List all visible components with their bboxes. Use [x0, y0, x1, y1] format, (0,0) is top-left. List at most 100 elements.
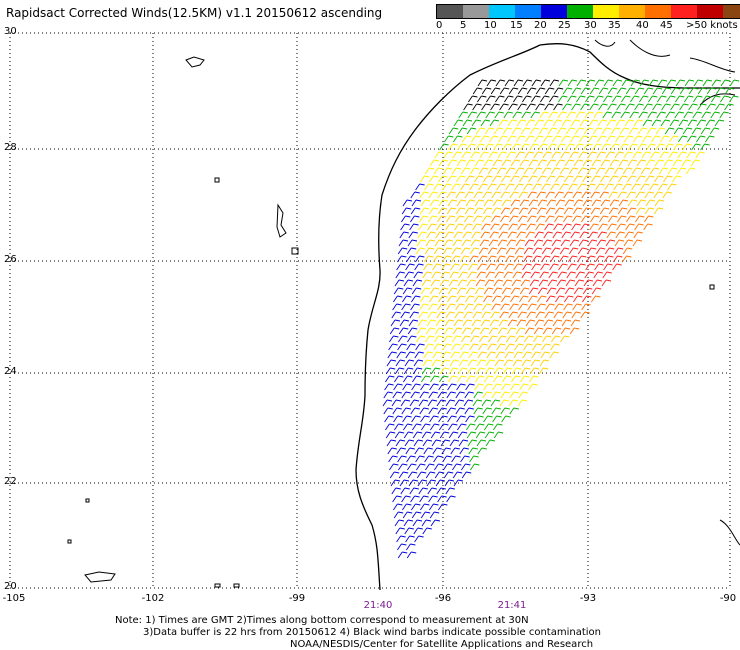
wind-barb — [472, 87, 483, 95]
wind-barb — [458, 271, 468, 279]
wind-barb — [477, 95, 487, 103]
wind-barb — [589, 103, 599, 111]
wind-barb — [617, 215, 627, 223]
wind-barb — [523, 167, 534, 175]
wind-barb — [570, 119, 581, 127]
wind-barb — [421, 367, 432, 375]
wind-barb — [387, 351, 397, 359]
wind-barb — [410, 303, 420, 311]
wind-barb — [467, 111, 477, 119]
wind-barb — [414, 263, 424, 271]
wind-barb — [465, 199, 476, 207]
wind-barb — [401, 407, 411, 415]
wind-barb — [408, 479, 419, 487]
wind-barb — [562, 311, 572, 319]
wind-barb — [498, 119, 509, 127]
wind-barb — [581, 207, 592, 215]
wind-barb — [492, 415, 502, 423]
wind-barb — [400, 487, 410, 495]
wind-barb — [648, 79, 659, 87]
wind-barb — [571, 103, 581, 111]
wind-barb — [706, 87, 717, 95]
wind-barb — [426, 231, 436, 239]
wind-barb — [697, 87, 708, 95]
wind-barb — [568, 255, 578, 263]
wind-barb — [521, 271, 531, 279]
wind-barb — [439, 143, 449, 151]
wind-barb — [533, 151, 543, 159]
wind-barb — [544, 311, 554, 319]
wind-barb — [416, 463, 426, 471]
wind-barb — [529, 279, 540, 287]
wind-barb — [522, 79, 533, 87]
wind-barb — [514, 247, 525, 255]
wind-barb — [448, 375, 458, 383]
wind-barb — [570, 135, 580, 143]
wind-barb — [429, 415, 439, 423]
wind-barb — [445, 399, 456, 407]
wind-barb — [582, 175, 592, 183]
wind-barb — [430, 279, 441, 287]
wind-barb — [558, 79, 569, 87]
wind-barb — [693, 79, 704, 87]
wind-barb — [454, 311, 464, 319]
wind-barb — [408, 319, 419, 327]
wind-barb — [627, 159, 638, 167]
lat-label-26: 26 — [4, 254, 17, 265]
wind-barb — [486, 263, 496, 271]
wind-barb — [500, 303, 510, 311]
wind-barb — [458, 439, 469, 447]
wind-barb — [441, 263, 451, 271]
wind-barb — [430, 375, 440, 383]
wind-barb — [422, 271, 432, 279]
wind-barb — [425, 335, 435, 343]
wind-barb — [398, 463, 408, 471]
wind-barb — [395, 271, 405, 279]
wind-barb — [601, 279, 612, 287]
wind-barb — [425, 327, 436, 335]
wind-barb — [510, 159, 521, 167]
wind-barb — [681, 159, 692, 167]
wind-barb — [729, 79, 740, 87]
wind-barb — [439, 279, 450, 287]
wind-barb — [463, 223, 473, 231]
wind-barb — [510, 383, 520, 391]
wind-barb — [546, 175, 556, 183]
wind-barb — [513, 79, 524, 87]
wind-barb — [584, 271, 594, 279]
wind-barb — [583, 127, 594, 135]
wind-barb — [705, 119, 716, 127]
wind-barb — [604, 247, 615, 255]
wind-barb — [457, 127, 468, 135]
wind-barb — [397, 255, 407, 263]
wind-barb — [546, 287, 557, 295]
wind-barb — [439, 375, 449, 383]
wind-barb — [528, 159, 539, 167]
wind-barb — [449, 271, 459, 279]
wind-barb — [575, 271, 585, 279]
wind-barb — [512, 111, 522, 119]
wind-barb — [448, 423, 458, 431]
wind-barb — [690, 159, 701, 167]
wind-barb — [505, 247, 516, 255]
wind-barb — [700, 143, 710, 151]
wind-barb — [542, 327, 553, 335]
wind-barb — [453, 135, 463, 143]
wind-barb — [527, 303, 537, 311]
wind-barb — [549, 263, 559, 271]
wind-barb — [485, 271, 495, 279]
wind-barb — [521, 111, 531, 119]
wind-barb — [383, 391, 393, 399]
wind-barb — [491, 215, 501, 223]
wind-barb — [549, 79, 560, 87]
wind-barb — [418, 487, 428, 495]
wind-barb — [434, 463, 444, 471]
wind-barb — [508, 311, 518, 319]
wind-barb — [578, 239, 589, 247]
wind-barb — [392, 495, 402, 503]
wind-barb — [445, 223, 455, 231]
wind-barb — [480, 319, 491, 327]
wind-barb — [572, 207, 583, 215]
wind-barb — [464, 207, 475, 215]
wind-barb — [419, 215, 429, 223]
